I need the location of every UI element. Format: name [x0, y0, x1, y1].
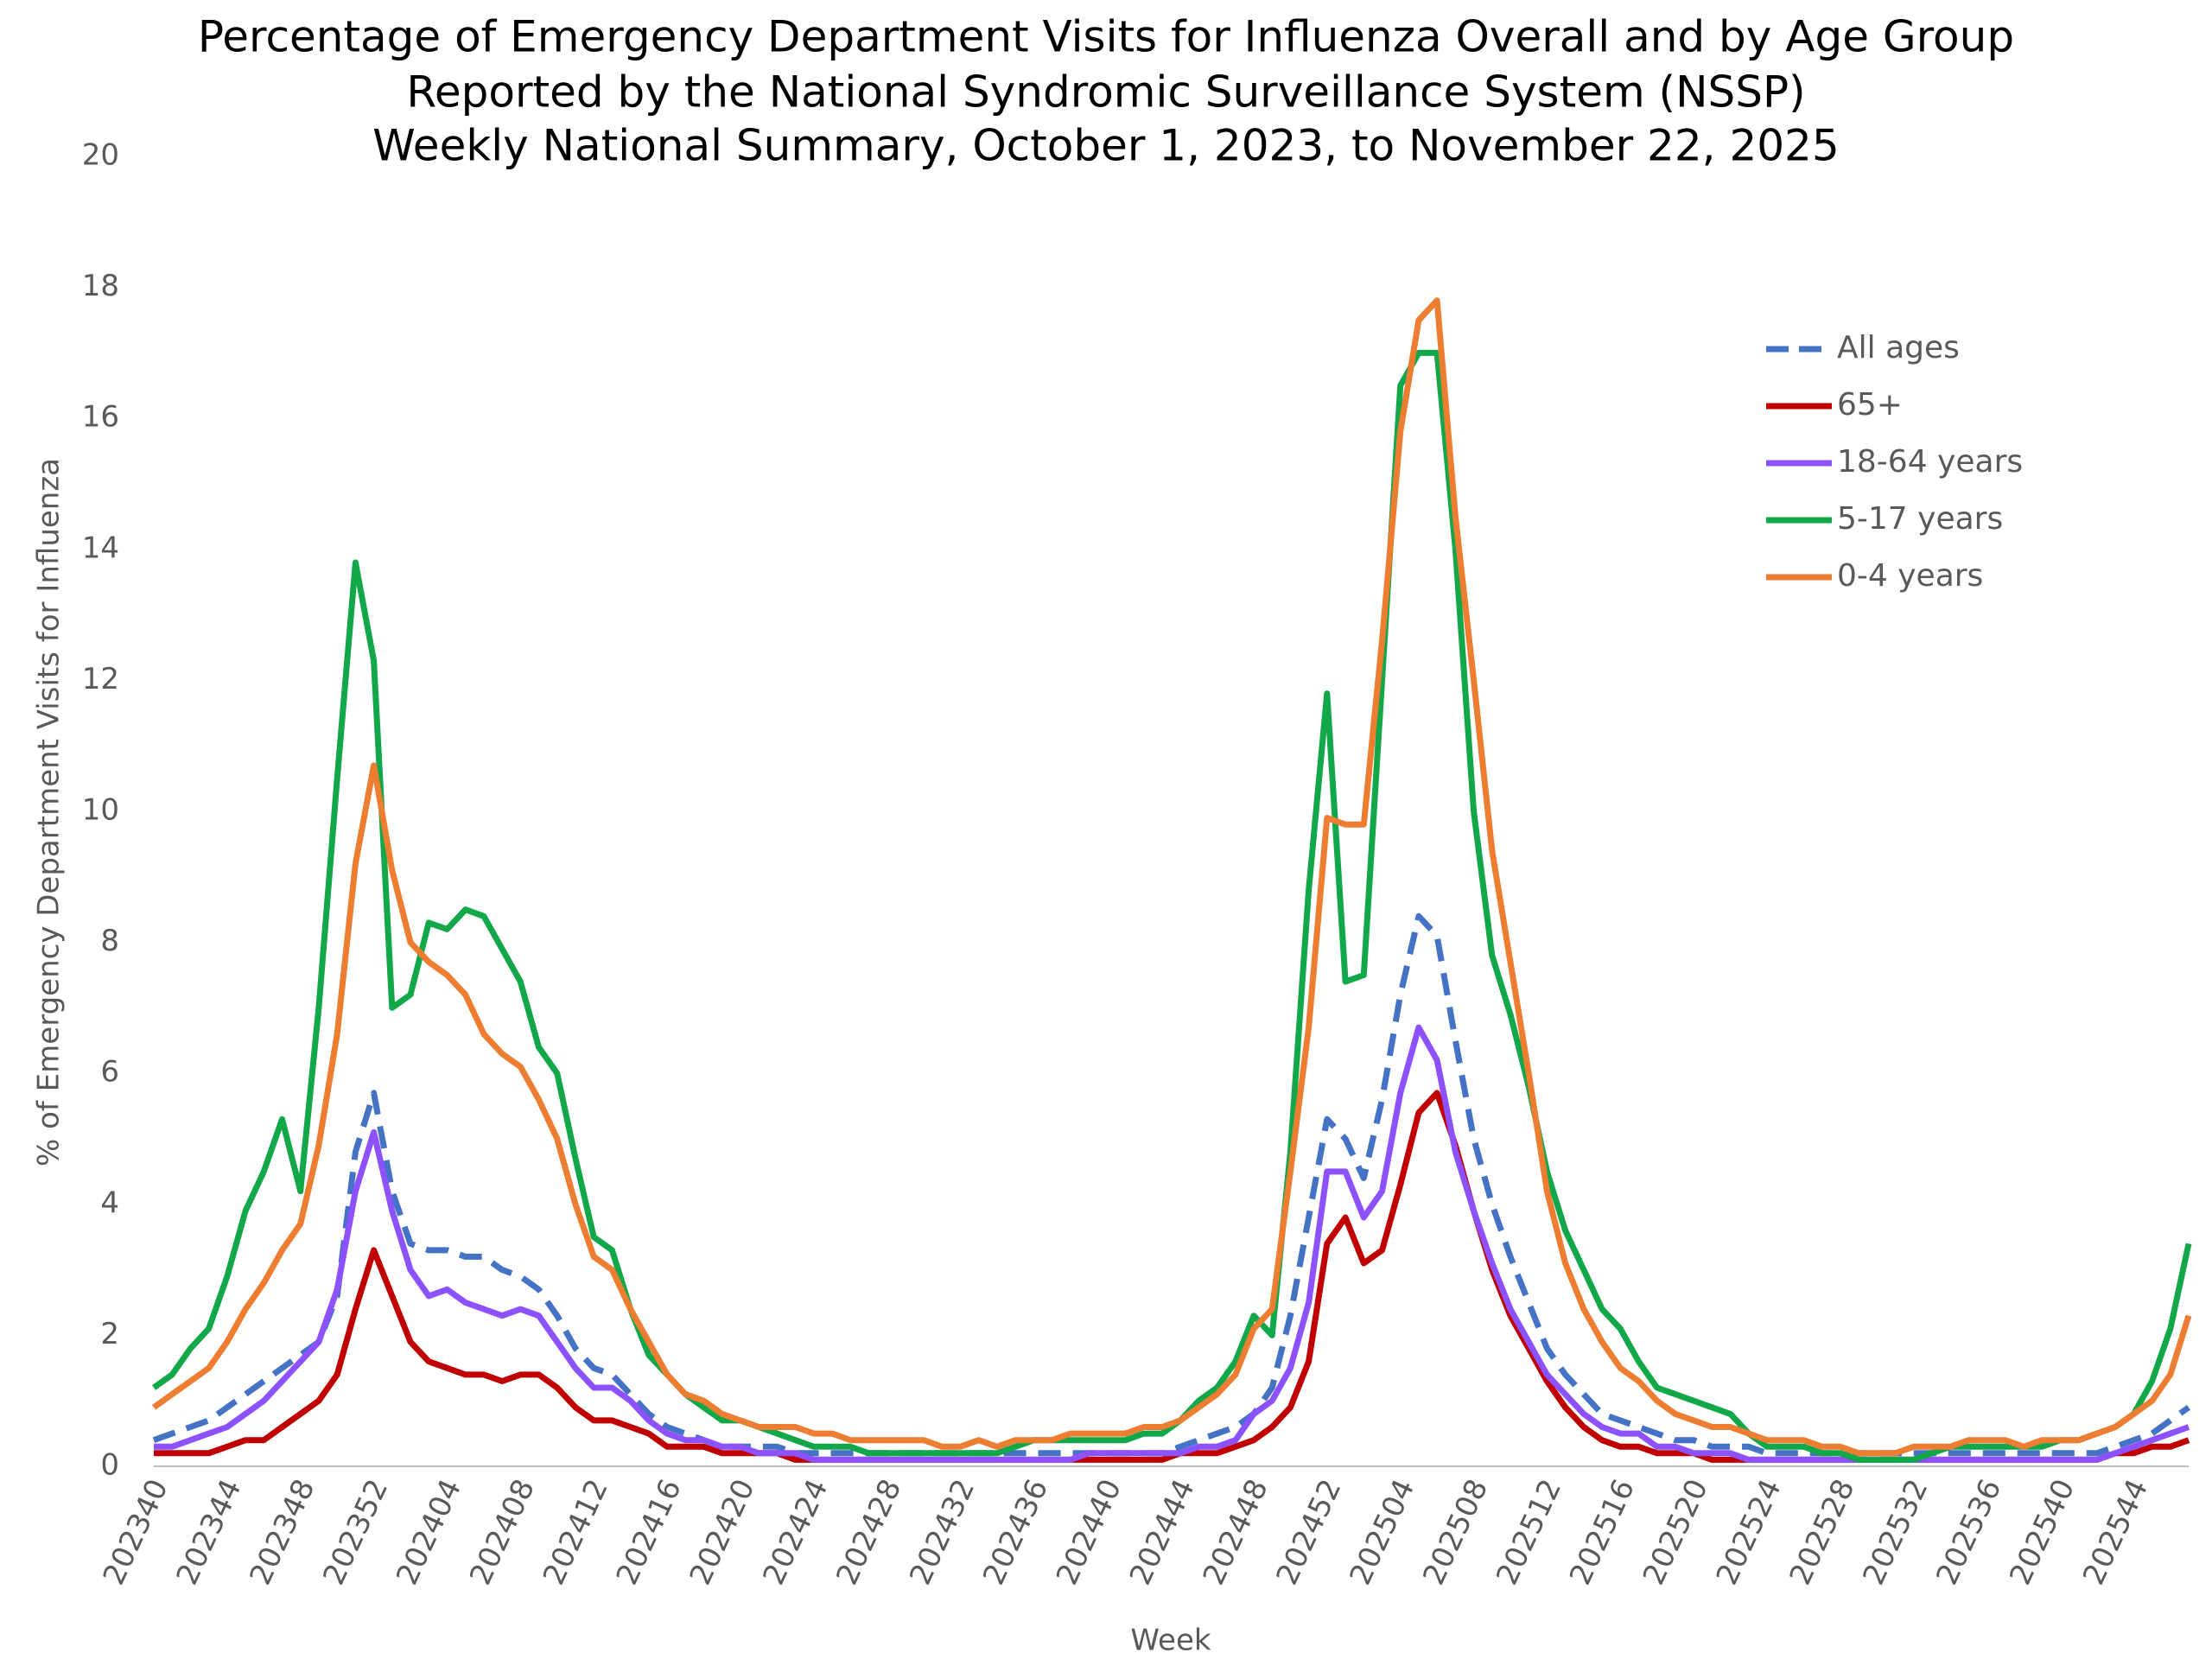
x-tick-label: 202428: [830, 1474, 908, 1591]
x-tick-label: 202528: [1783, 1474, 1862, 1591]
chart-subtitle: Weekly National Summary, October 1, 2023…: [372, 121, 1839, 171]
y-tick-label: 2: [100, 1317, 119, 1351]
x-tick-label: 202440: [1050, 1474, 1128, 1591]
y-tick-label: 4: [100, 1185, 119, 1220]
series-line: [152, 912, 2191, 1457]
x-tick-label: 202452: [1269, 1474, 1348, 1591]
series-line: [151, 349, 2192, 1463]
x-tick-label: 202340: [97, 1474, 175, 1591]
x-tick-label: 202352: [316, 1474, 395, 1591]
y-tick-label: 18: [82, 269, 119, 303]
x-tick-label: 202512: [1490, 1474, 1568, 1591]
x-tick-label: 202420: [683, 1474, 762, 1591]
x-tick-label: 202424: [756, 1474, 835, 1591]
x-tick-label: 202520: [1637, 1474, 1715, 1591]
legend-label: 0-4 years: [1837, 558, 1983, 594]
x-tick-label: 202516: [1563, 1474, 1642, 1591]
x-tick-label: 202532: [1856, 1474, 1935, 1591]
y-tick-label: 8: [100, 924, 119, 958]
y-tick-label: 6: [100, 1055, 119, 1090]
x-tick-label: 202412: [537, 1474, 615, 1591]
y-axis-label: % of Emergency Department Visits for Inf…: [32, 458, 67, 1166]
x-tick-label: 202540: [2003, 1474, 2082, 1591]
x-tick-label: 202344: [170, 1474, 249, 1591]
y-tick-label: 12: [82, 662, 119, 696]
x-tick-label: 202444: [1123, 1474, 1202, 1591]
chart-title: Percentage of Emergency Department Visit…: [198, 12, 2014, 62]
x-tick-label: 202504: [1343, 1474, 1421, 1591]
x-tick-label: 202348: [243, 1474, 321, 1591]
x-axis-label: Week: [1130, 1624, 1211, 1658]
x-tick-label: 202508: [1416, 1474, 1495, 1591]
y-tick-label: 0: [100, 1448, 119, 1483]
legend-label: 65+: [1837, 387, 1903, 423]
x-tick-label: 202436: [976, 1474, 1055, 1591]
x-tick-label: 202524: [1710, 1474, 1789, 1591]
y-tick-label: 14: [82, 531, 119, 565]
x-tick-label: 202448: [1197, 1474, 1275, 1591]
x-tick-label: 202544: [2076, 1474, 2155, 1591]
y-tick-label: 16: [82, 400, 119, 435]
x-tick-label: 202432: [903, 1474, 982, 1591]
y-tick-label: 10: [82, 793, 119, 828]
x-tick-label: 202408: [463, 1474, 542, 1591]
series-line: [154, 1024, 2190, 1463]
x-tick-label: 202416: [610, 1474, 689, 1591]
y-tick-label: 20: [82, 138, 119, 173]
legend-label: 5-17 years: [1837, 501, 2003, 537]
series-line: [154, 1090, 2190, 1463]
legend-label: All ages: [1837, 330, 1960, 365]
legend-label: 18-64 years: [1837, 444, 2023, 480]
series-line: [151, 297, 2192, 1457]
chart-subtitle: Reported by the National Syndromic Surve…: [406, 67, 1805, 118]
x-tick-label: 202404: [390, 1474, 468, 1591]
x-tick-label: 202536: [1929, 1474, 2008, 1591]
